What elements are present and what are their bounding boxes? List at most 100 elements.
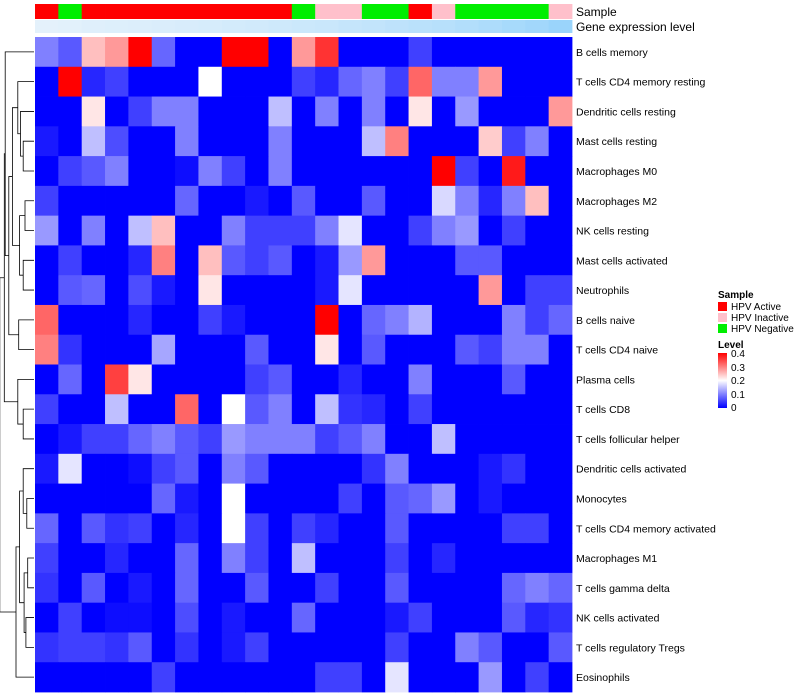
expression-cell-14 (361, 20, 386, 33)
heatmap-cell (291, 156, 316, 187)
heatmap-cell (268, 543, 293, 574)
heatmap-cell (408, 334, 433, 365)
heatmap-cell (175, 275, 199, 306)
heatmap-cell (58, 304, 83, 336)
heatmap-cell (221, 245, 246, 276)
heatmap-cell (291, 66, 316, 97)
heatmap-cell (431, 304, 456, 336)
heatmap-cell (221, 572, 246, 604)
heatmap-cell (525, 602, 550, 633)
heatmap-cell (268, 245, 293, 276)
heatmap-cell (525, 66, 550, 97)
sample-cell-13 (338, 4, 363, 19)
heatmap-cell (525, 215, 550, 246)
heatmap-cell (385, 662, 409, 693)
heatmap-cell (175, 304, 199, 336)
legend-level-tick-0: 0 (731, 403, 737, 414)
heatmap-cell (431, 662, 456, 693)
row-label: NK cells resting (576, 226, 649, 238)
heatmap-cell (198, 394, 223, 425)
heatmap-cell (58, 364, 83, 395)
row-label: Monocytes (576, 493, 627, 505)
sample-cell-22 (548, 4, 573, 19)
heatmap-cell (408, 394, 433, 425)
heatmap-cell (385, 572, 409, 604)
row-label: Plasma cells (576, 374, 635, 386)
heatmap-cell (105, 483, 129, 514)
heatmap-cell (361, 66, 386, 97)
heatmap-cell (525, 156, 550, 187)
heatmap-cell (548, 156, 573, 187)
expression-cell-8 (221, 20, 246, 33)
heatmap-cell (501, 572, 526, 604)
sample-cell-3 (105, 4, 129, 19)
sample-cell-16 (408, 4, 433, 19)
heatmap-cell (221, 602, 246, 633)
heatmap-cell (385, 215, 409, 246)
heatmap-cell (58, 662, 83, 693)
heatmap-cell (105, 662, 129, 693)
heatmap-cell (58, 185, 83, 217)
heatmap-cell (408, 275, 433, 306)
heatmap-cell (501, 394, 526, 425)
heatmap-cell (408, 453, 433, 484)
legend-level-tick-0.4: 0.4 (731, 349, 745, 360)
heatmap-cell (105, 424, 129, 455)
legend-level-title: Level (718, 340, 744, 351)
heatmap-cell (291, 394, 316, 425)
heatmap-cell (151, 632, 176, 663)
heatmap-cell (315, 602, 339, 633)
heatmap-cell (245, 394, 269, 425)
heatmap-cell (268, 513, 293, 544)
dendrogram-branch (22, 468, 34, 514)
heatmap-cell (501, 662, 526, 693)
heatmap-cell (315, 364, 339, 395)
heatmap-cell (35, 483, 59, 514)
heatmap-cell (221, 424, 246, 455)
heatmap-cell (245, 66, 269, 97)
heatmap-cell (385, 304, 409, 336)
heatmap-cell (408, 543, 433, 574)
heatmap-cell (35, 185, 59, 217)
heatmap-cell (105, 394, 129, 425)
heatmap-cell (361, 394, 386, 425)
heatmap-cell (35, 304, 59, 336)
row-label: B cells memory (576, 47, 649, 59)
heatmap-cell (291, 126, 316, 157)
heatmap-cell (408, 513, 433, 544)
heatmap-cell (128, 632, 153, 663)
heatmap-cell (431, 572, 456, 604)
legend-swatch-hpv-negative (718, 324, 727, 333)
heatmap-cell (81, 66, 106, 97)
heatmap-cell (548, 215, 573, 246)
heatmap-cell (315, 126, 339, 157)
heatmap-cell (245, 275, 269, 306)
heatmap-cell (175, 185, 199, 217)
heatmap-cell (478, 394, 503, 425)
heatmap-cell (548, 37, 573, 68)
row-label: Mast cells activated (576, 255, 668, 267)
heatmap-cell (501, 632, 526, 663)
heatmap-cell (128, 483, 153, 514)
heatmap-cell (151, 66, 176, 97)
heatmap-cell (128, 453, 153, 484)
heatmap-cell (385, 245, 409, 276)
heatmap-cell (478, 602, 503, 633)
row-label: T cells regulatory Tregs (576, 642, 685, 654)
heatmap-cell (408, 66, 433, 97)
heatmap-cell (501, 156, 526, 187)
dendrogram-branch (8, 176, 19, 336)
heatmap-cell (198, 275, 223, 306)
heatmap-cell (408, 572, 433, 604)
legend-sample-title: Sample (718, 290, 754, 301)
heatmap-cell (431, 66, 456, 97)
heatmap-cell (151, 304, 176, 336)
heatmap-cell (35, 96, 59, 127)
expression-cell-11 (291, 20, 316, 33)
heatmap-cell (268, 334, 293, 365)
heatmap-cell (198, 424, 223, 455)
heatmap-cell (81, 215, 106, 246)
heatmap-cell (128, 245, 153, 276)
heatmap-cell (431, 96, 456, 127)
heatmap-cell (501, 424, 526, 455)
